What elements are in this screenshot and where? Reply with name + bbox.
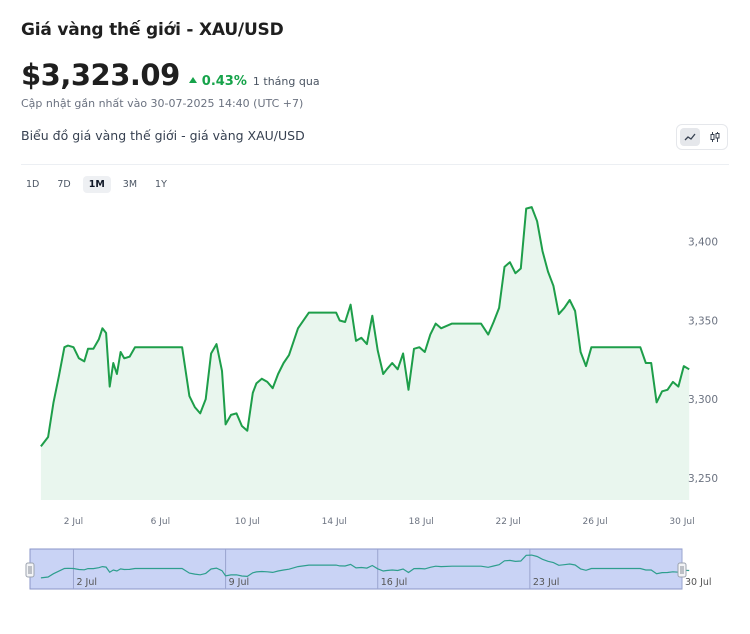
navigator-tick-label: 16 Jul (381, 577, 408, 588)
up-arrow-icon (188, 77, 197, 83)
x-tick-label: 26 Jul (582, 517, 607, 527)
header-divider (21, 164, 729, 165)
last-updated: Cập nhật gần nhất vào 30-07-2025 14:40 (… (21, 97, 304, 110)
chart-type-toggle (676, 124, 728, 150)
x-tick-label: 10 Jul (235, 517, 260, 527)
price-change: 0.43% (201, 74, 247, 89)
price-row: $3,323.09 0.43% 1 tháng qua (21, 58, 320, 92)
price-area (40, 207, 690, 500)
x-tick-label: 18 Jul (409, 517, 434, 527)
current-price: $3,323.09 (21, 58, 180, 92)
x-tick-label: 6 Jul (151, 517, 170, 527)
x-tick-label: 30 Jul (669, 517, 694, 527)
range-tabs: 1D 7D 1M 3M 1Y (20, 176, 173, 193)
navigator-tick-label: 9 Jul (229, 577, 250, 588)
range-tab-1m[interactable]: 1M (82, 176, 111, 193)
x-tick-label: 14 Jul (322, 517, 347, 527)
navigator-tick-label: 23 Jul (533, 577, 560, 588)
line-chart-button[interactable] (679, 128, 700, 146)
y-tick-label: 3,300 (688, 394, 718, 406)
y-tick-label: 3,400 (688, 237, 718, 249)
page-title: Giá vàng thế giới - XAU/USD (21, 20, 284, 40)
y-tick-label: 3,250 (688, 473, 718, 485)
chart-subtitle: Biểu đồ giá vàng thế giới - giá vàng XAU… (21, 128, 305, 143)
x-tick-label: 2 Jul (64, 517, 83, 527)
y-tick-label: 3,350 (688, 315, 718, 327)
candlestick-icon (710, 132, 719, 142)
navigator-handle-right[interactable] (677, 562, 687, 578)
navigator-tick-label: 30 Jul (685, 577, 712, 588)
candlestick-button[interactable] (705, 128, 725, 146)
navigator-tick-label: 2 Jul (76, 577, 97, 588)
navigator-handle-left[interactable] (25, 562, 35, 578)
change-period: 1 tháng qua (252, 75, 320, 88)
range-tab-1y[interactable]: 1Y (155, 179, 167, 190)
line-chart-icon (684, 133, 696, 141)
navigator-line (40, 554, 690, 579)
range-tab-1d[interactable]: 1D (26, 179, 40, 190)
range-tab-3m[interactable]: 3M (122, 179, 138, 190)
range-tab-7d[interactable]: 7D (57, 179, 71, 190)
price-line (40, 206, 690, 448)
x-tick-label: 22 Jul (496, 517, 521, 527)
